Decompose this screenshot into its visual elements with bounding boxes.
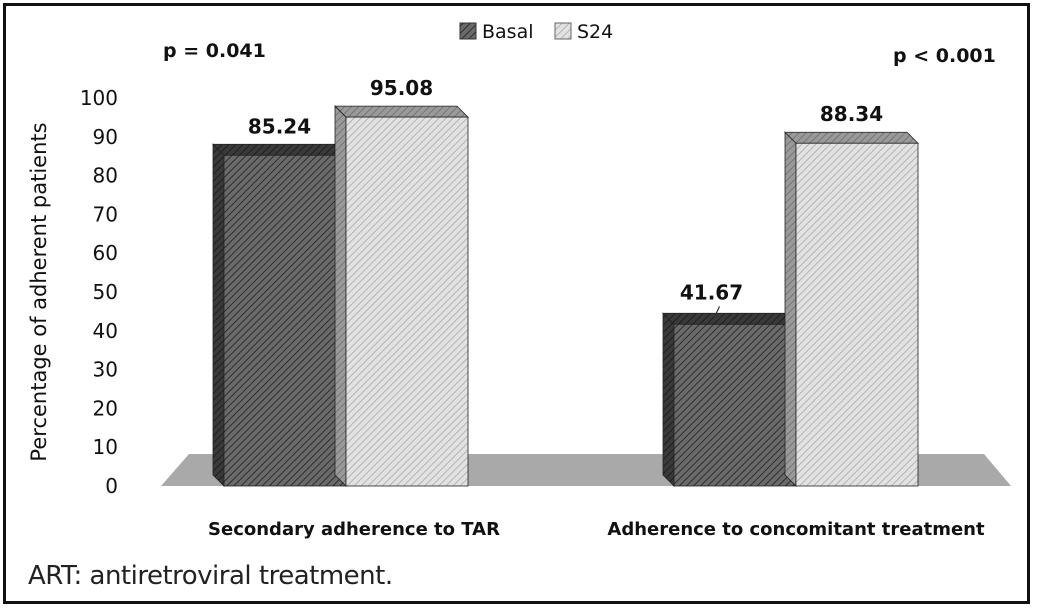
legend-swatch-basal bbox=[459, 22, 477, 40]
bar bbox=[212, 143, 347, 487]
category-label: Secondary adherence to TAR bbox=[208, 519, 500, 540]
figure-caption: ART: antiretroviral treatment. bbox=[28, 561, 393, 591]
legend: Basal S24 bbox=[459, 21, 613, 43]
p-value-annotation-2: p < 0.001 bbox=[893, 45, 996, 67]
category-label: Adherence to concomitant treatment bbox=[607, 519, 985, 540]
bar-front bbox=[223, 154, 347, 487]
bar-top bbox=[662, 312, 797, 325]
legend-label-basal: Basal bbox=[482, 21, 534, 43]
bar-front bbox=[795, 142, 919, 487]
bar-side bbox=[212, 143, 225, 487]
data-label: 88.34 bbox=[820, 102, 883, 126]
data-label: 85.24 bbox=[248, 114, 311, 138]
bar-top bbox=[212, 143, 347, 156]
bar bbox=[334, 105, 469, 487]
y-tick-label: 100 bbox=[80, 86, 118, 110]
y-tick-label: 20 bbox=[93, 396, 118, 420]
bar-side bbox=[334, 105, 347, 487]
y-tick-labels: 0 10 20 30 40 50 60 70 80 90 100 bbox=[80, 86, 118, 498]
data-label-leader bbox=[712, 306, 721, 320]
bars bbox=[212, 105, 919, 487]
bar-front bbox=[673, 323, 797, 487]
bar bbox=[784, 131, 919, 487]
bar-side bbox=[662, 312, 675, 487]
y-tick-label: 70 bbox=[93, 202, 118, 226]
legend-label-s24: S24 bbox=[577, 21, 613, 43]
legend-swatch-s24 bbox=[554, 22, 572, 40]
y-tick-label: 0 bbox=[105, 474, 118, 498]
data-label: 41.67 bbox=[680, 280, 743, 304]
bar bbox=[662, 312, 797, 487]
y-tick-label: 50 bbox=[93, 280, 118, 304]
y-tick-label: 90 bbox=[93, 125, 118, 149]
bar-side bbox=[784, 131, 797, 487]
data-labels: 85.24 95.08 41.67 88.34 bbox=[248, 76, 883, 320]
y-tick-label: 60 bbox=[93, 241, 118, 265]
bar-top bbox=[334, 105, 469, 118]
y-tick-label: 40 bbox=[93, 319, 118, 343]
p-value-annotation-1: p = 0.041 bbox=[163, 40, 266, 62]
y-tick-label: 30 bbox=[93, 358, 118, 382]
y-tick-label: 10 bbox=[93, 435, 118, 459]
bar-top bbox=[784, 131, 919, 144]
y-tick-label: 80 bbox=[93, 164, 118, 188]
x-tick-labels: Secondary adherence to TAR Adherence to c… bbox=[208, 519, 985, 540]
y-axis-title: Percentage of adherent patients bbox=[27, 122, 51, 461]
data-label: 95.08 bbox=[370, 76, 433, 100]
bar-front bbox=[345, 116, 469, 487]
bar-chart: Basal S24 Percentage of adherent patient… bbox=[27, 21, 1011, 540]
figure-frame: Basal S24 Percentage of adherent patient… bbox=[3, 3, 1030, 604]
